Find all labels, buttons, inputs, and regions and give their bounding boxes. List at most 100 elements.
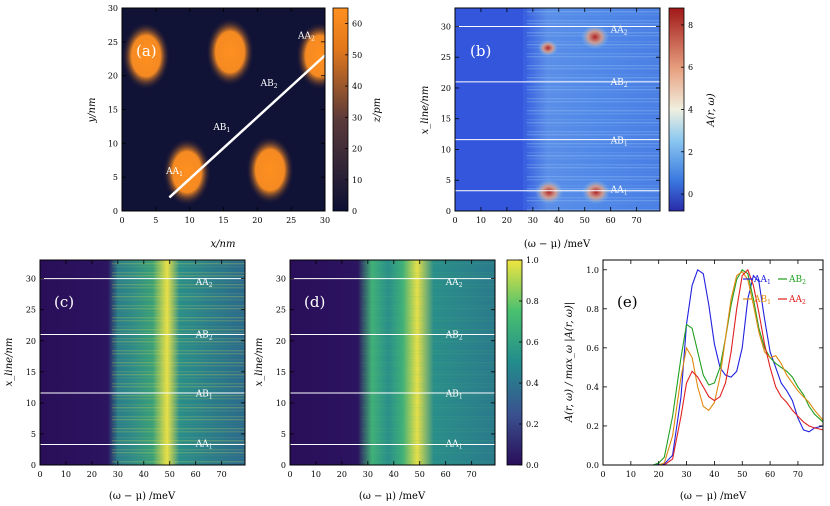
texture-stripe [527, 17, 660, 18]
y-tick-label: 10 [26, 399, 36, 408]
panel-c-annotations: AA2 AB2 AB1 AA1 [195, 278, 213, 451]
texture-stripe [112, 314, 245, 315]
x-tick-label: 70 [217, 470, 227, 479]
region-label: AA2 [610, 26, 628, 37]
dos-hotspot [535, 180, 563, 204]
texture-stripe [362, 425, 495, 426]
texture-stripe [111, 350, 245, 352]
texture-stripe [111, 422, 245, 424]
texture-stripe [526, 110, 660, 112]
texture-stripe [111, 362, 245, 364]
texture-stripe [526, 53, 660, 55]
panel-b-colorbar-label: A(r, ω) [706, 93, 717, 127]
y-tick-label: 30 [26, 275, 36, 284]
texture-stripe [111, 425, 245, 427]
x-tick-label: 0 [452, 216, 457, 225]
texture-stripe [361, 287, 495, 289]
texture-stripe [111, 275, 245, 277]
panel-b-frame [454, 7, 661, 212]
texture-stripe [111, 449, 245, 451]
dos-hotspot [538, 40, 558, 56]
texture-stripe [361, 317, 495, 319]
texture-stripe [526, 179, 660, 181]
y-tick-label: 15 [276, 368, 286, 377]
texture-stripe [112, 290, 245, 291]
y-tick-label: 5 [31, 430, 36, 439]
texture-stripe [111, 377, 245, 379]
texture-stripe [361, 410, 495, 412]
y-tick-label: 0.6 [586, 344, 599, 353]
texture-stripe [111, 416, 245, 418]
texture-stripe [527, 149, 660, 150]
colorbar-tick-label: 0.6 [526, 338, 539, 347]
y-tick-label: 25 [26, 306, 36, 315]
texture-stripe [362, 455, 495, 456]
panel-c-ylabel: x_line/nm [4, 338, 15, 387]
panel-c-frame [39, 259, 246, 466]
panel-d-heatmap [290, 260, 495, 463]
y-tick-label: 0 [31, 461, 36, 470]
x-tick-label: 20 [252, 216, 262, 225]
region-label: AA2 [297, 31, 315, 42]
x-tick-label: 50 [415, 470, 425, 479]
texture-stripe [112, 389, 245, 390]
texture-stripe [361, 416, 495, 418]
region-label: AA1 [165, 167, 183, 178]
panel-e-legend: AA1 AB2 AB1 AA2 [743, 275, 806, 306]
panel-e-label: (e) [617, 293, 638, 311]
x-tick-label: 20 [502, 216, 512, 225]
y-tick-label: 25 [441, 53, 451, 62]
texture-stripe [361, 398, 495, 400]
panel-b-annotations: AA2 AB2 AB1 AA1 [610, 26, 628, 197]
colorbar-tick-label: 8 [688, 21, 693, 30]
y-tick-label: 20 [108, 72, 118, 81]
texture-stripe [111, 296, 245, 298]
x-tick-label: 20 [87, 470, 97, 479]
height-peak [122, 22, 170, 90]
texture-stripe [111, 338, 245, 340]
y-tick-label: 30 [108, 4, 118, 13]
texture-stripe [526, 209, 660, 211]
texture-stripe [361, 419, 495, 421]
texture-stripe [111, 365, 245, 367]
legend-entry: AA2 [788, 295, 806, 306]
texture-stripe [361, 320, 495, 322]
texture-stripe [361, 326, 495, 328]
texture-stripe [527, 206, 660, 207]
colorbar-tick-label: 0.0 [526, 461, 539, 470]
panel-b-label: (b) [470, 42, 491, 60]
colorbar-tick-label: 2 [688, 148, 693, 157]
y-tick-label: 30 [276, 275, 286, 284]
panel-d-stripes [361, 260, 495, 463]
texture-stripe [361, 440, 495, 442]
region-label: AB2 [195, 331, 213, 342]
texture-stripe [111, 284, 245, 286]
texture-stripe [526, 14, 660, 16]
panel-e-frame [602, 259, 824, 466]
panel-e-series [603, 268, 824, 466]
colorbar-tick-label: 0.2 [526, 420, 539, 429]
x-tick-label: 10 [311, 470, 321, 479]
region-label: AB2 [445, 331, 463, 342]
panel-e-background [603, 260, 823, 465]
texture-stripe [526, 101, 660, 103]
panel-d-background [290, 260, 495, 465]
texture-stripe [361, 407, 495, 409]
y-tick-label: 30 [441, 22, 451, 31]
texture-stripe [111, 431, 245, 433]
x-tick-label: 10 [476, 216, 486, 225]
texture-stripe [111, 311, 245, 313]
texture-stripe [111, 359, 245, 361]
x-tick-label: 30 [528, 216, 538, 225]
texture-stripe [111, 404, 245, 406]
panel-a-ylabel: y/nm [87, 98, 98, 124]
series-line-ab1 [603, 270, 824, 466]
texture-stripe [361, 437, 495, 439]
texture-stripe [362, 347, 495, 348]
region-label: AB2 [610, 78, 628, 89]
texture-stripe [112, 446, 245, 447]
region-label: AB1 [195, 390, 213, 401]
texture-stripe [527, 128, 660, 129]
texture-stripe [526, 122, 660, 124]
texture-stripe [362, 380, 495, 381]
